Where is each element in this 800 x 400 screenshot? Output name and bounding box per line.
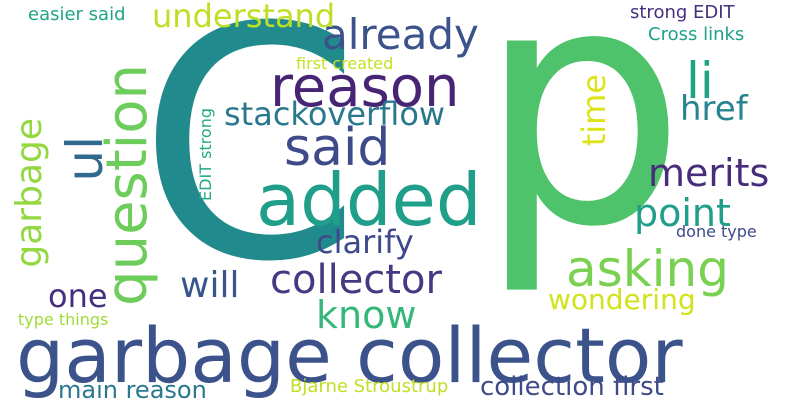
word-question: question	[95, 64, 160, 306]
word-ul: ul	[56, 136, 114, 182]
word-time: time	[575, 74, 613, 147]
word-understand: understand	[152, 0, 336, 35]
word-clarify: clarify	[316, 223, 414, 261]
word-cross-links: Cross links	[648, 24, 745, 45]
word-strong-edit: strong EDIT	[630, 2, 735, 23]
word-href: href	[680, 89, 748, 129]
word-point: point	[634, 191, 731, 235]
word-reason: reason	[270, 55, 460, 120]
word-merits: merits	[648, 151, 770, 195]
word-type-things: type things	[18, 310, 109, 329]
word-main-reason: main reason	[58, 376, 207, 400]
word-stackoverflow: stackoverflow	[224, 95, 446, 133]
word-li: li	[686, 52, 714, 110]
word-garbage-vertical: garbage	[9, 118, 50, 268]
word-edit-strong: EDIT strong	[196, 108, 215, 201]
word-will: will	[180, 265, 240, 306]
word-already: already	[322, 10, 479, 59]
word-garbage-collector: garbage collector	[16, 311, 683, 400]
word-p: p	[477, 0, 687, 299]
word-said: said	[284, 118, 391, 178]
word-first-created: first created	[296, 54, 394, 73]
word-asking: asking	[566, 240, 729, 298]
word-done-type: done type	[676, 222, 757, 241]
word-c: C	[138, 0, 362, 332]
word-bjarne-stroustrup: Bjarne Stroustrup	[290, 376, 449, 397]
word-added: added	[256, 158, 482, 242]
word-wondering: wondering	[548, 283, 696, 316]
word-collector: collector	[270, 257, 442, 303]
word-collection-first: collection first	[480, 372, 664, 400]
word-one: one	[48, 277, 108, 315]
word-know: know	[316, 293, 417, 337]
word-easier-said: easier said	[28, 4, 126, 25]
